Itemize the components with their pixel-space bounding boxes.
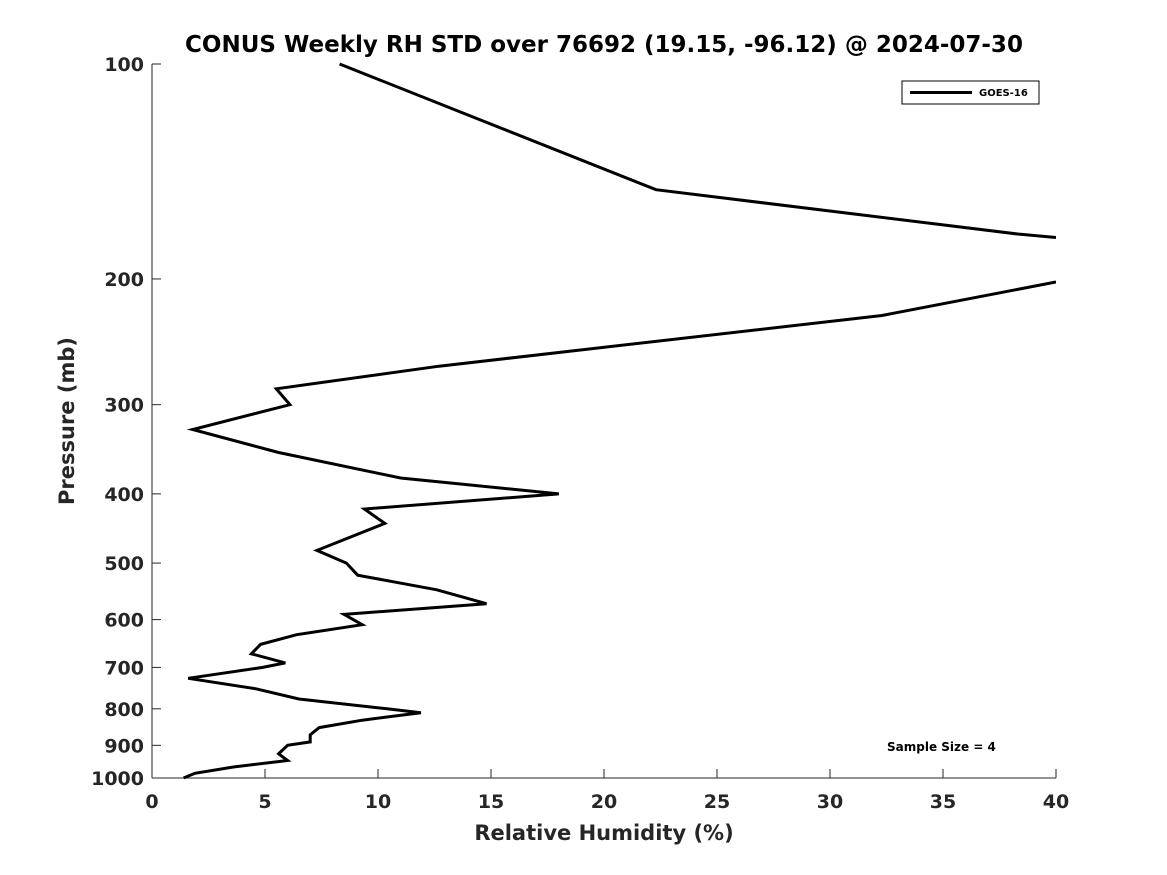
y-tick-label: 300	[104, 395, 144, 417]
x-tick-label: 40	[1043, 791, 1069, 813]
y-tick-label: 700	[104, 657, 144, 679]
x-tick-label: 0	[145, 791, 158, 813]
legend-label: GOES-16	[979, 88, 1028, 99]
plot-area: 0 5 10 15 20 25 30 35 40 100 200 300 400 500 600 700 800…	[91, 54, 1069, 813]
x-tick-label: 20	[591, 791, 617, 813]
x-tick-label: 25	[704, 791, 730, 813]
chart-title: CONUS Weekly RH STD over 76692 (19.15, -…	[185, 32, 1023, 58]
legend: GOES-16	[901, 80, 1040, 105]
x-tick-label: 15	[478, 791, 504, 813]
y-tick-label: 100	[104, 54, 144, 76]
x-axis-label: Relative Humidity (%)	[474, 821, 733, 845]
y-tick-label: 500	[104, 553, 144, 575]
sample-size-annotation: Sample Size = 4	[887, 740, 996, 754]
y-tick-label: 600	[104, 610, 144, 632]
y-tick-label: 800	[104, 699, 144, 721]
x-tick-label: 10	[365, 791, 391, 813]
x-tick-label: 35	[930, 791, 956, 813]
y-axis-label: Pressure (mb)	[55, 337, 79, 505]
series-line-0	[183, 62, 1056, 780]
y-tick-label: 400	[104, 484, 144, 506]
y-tick-label: 200	[104, 269, 144, 291]
y-tick-label: 900	[104, 735, 144, 757]
x-tick-label: 5	[258, 791, 271, 813]
y-tick-label: 1000	[91, 768, 144, 790]
x-tick-label: 30	[817, 791, 843, 813]
